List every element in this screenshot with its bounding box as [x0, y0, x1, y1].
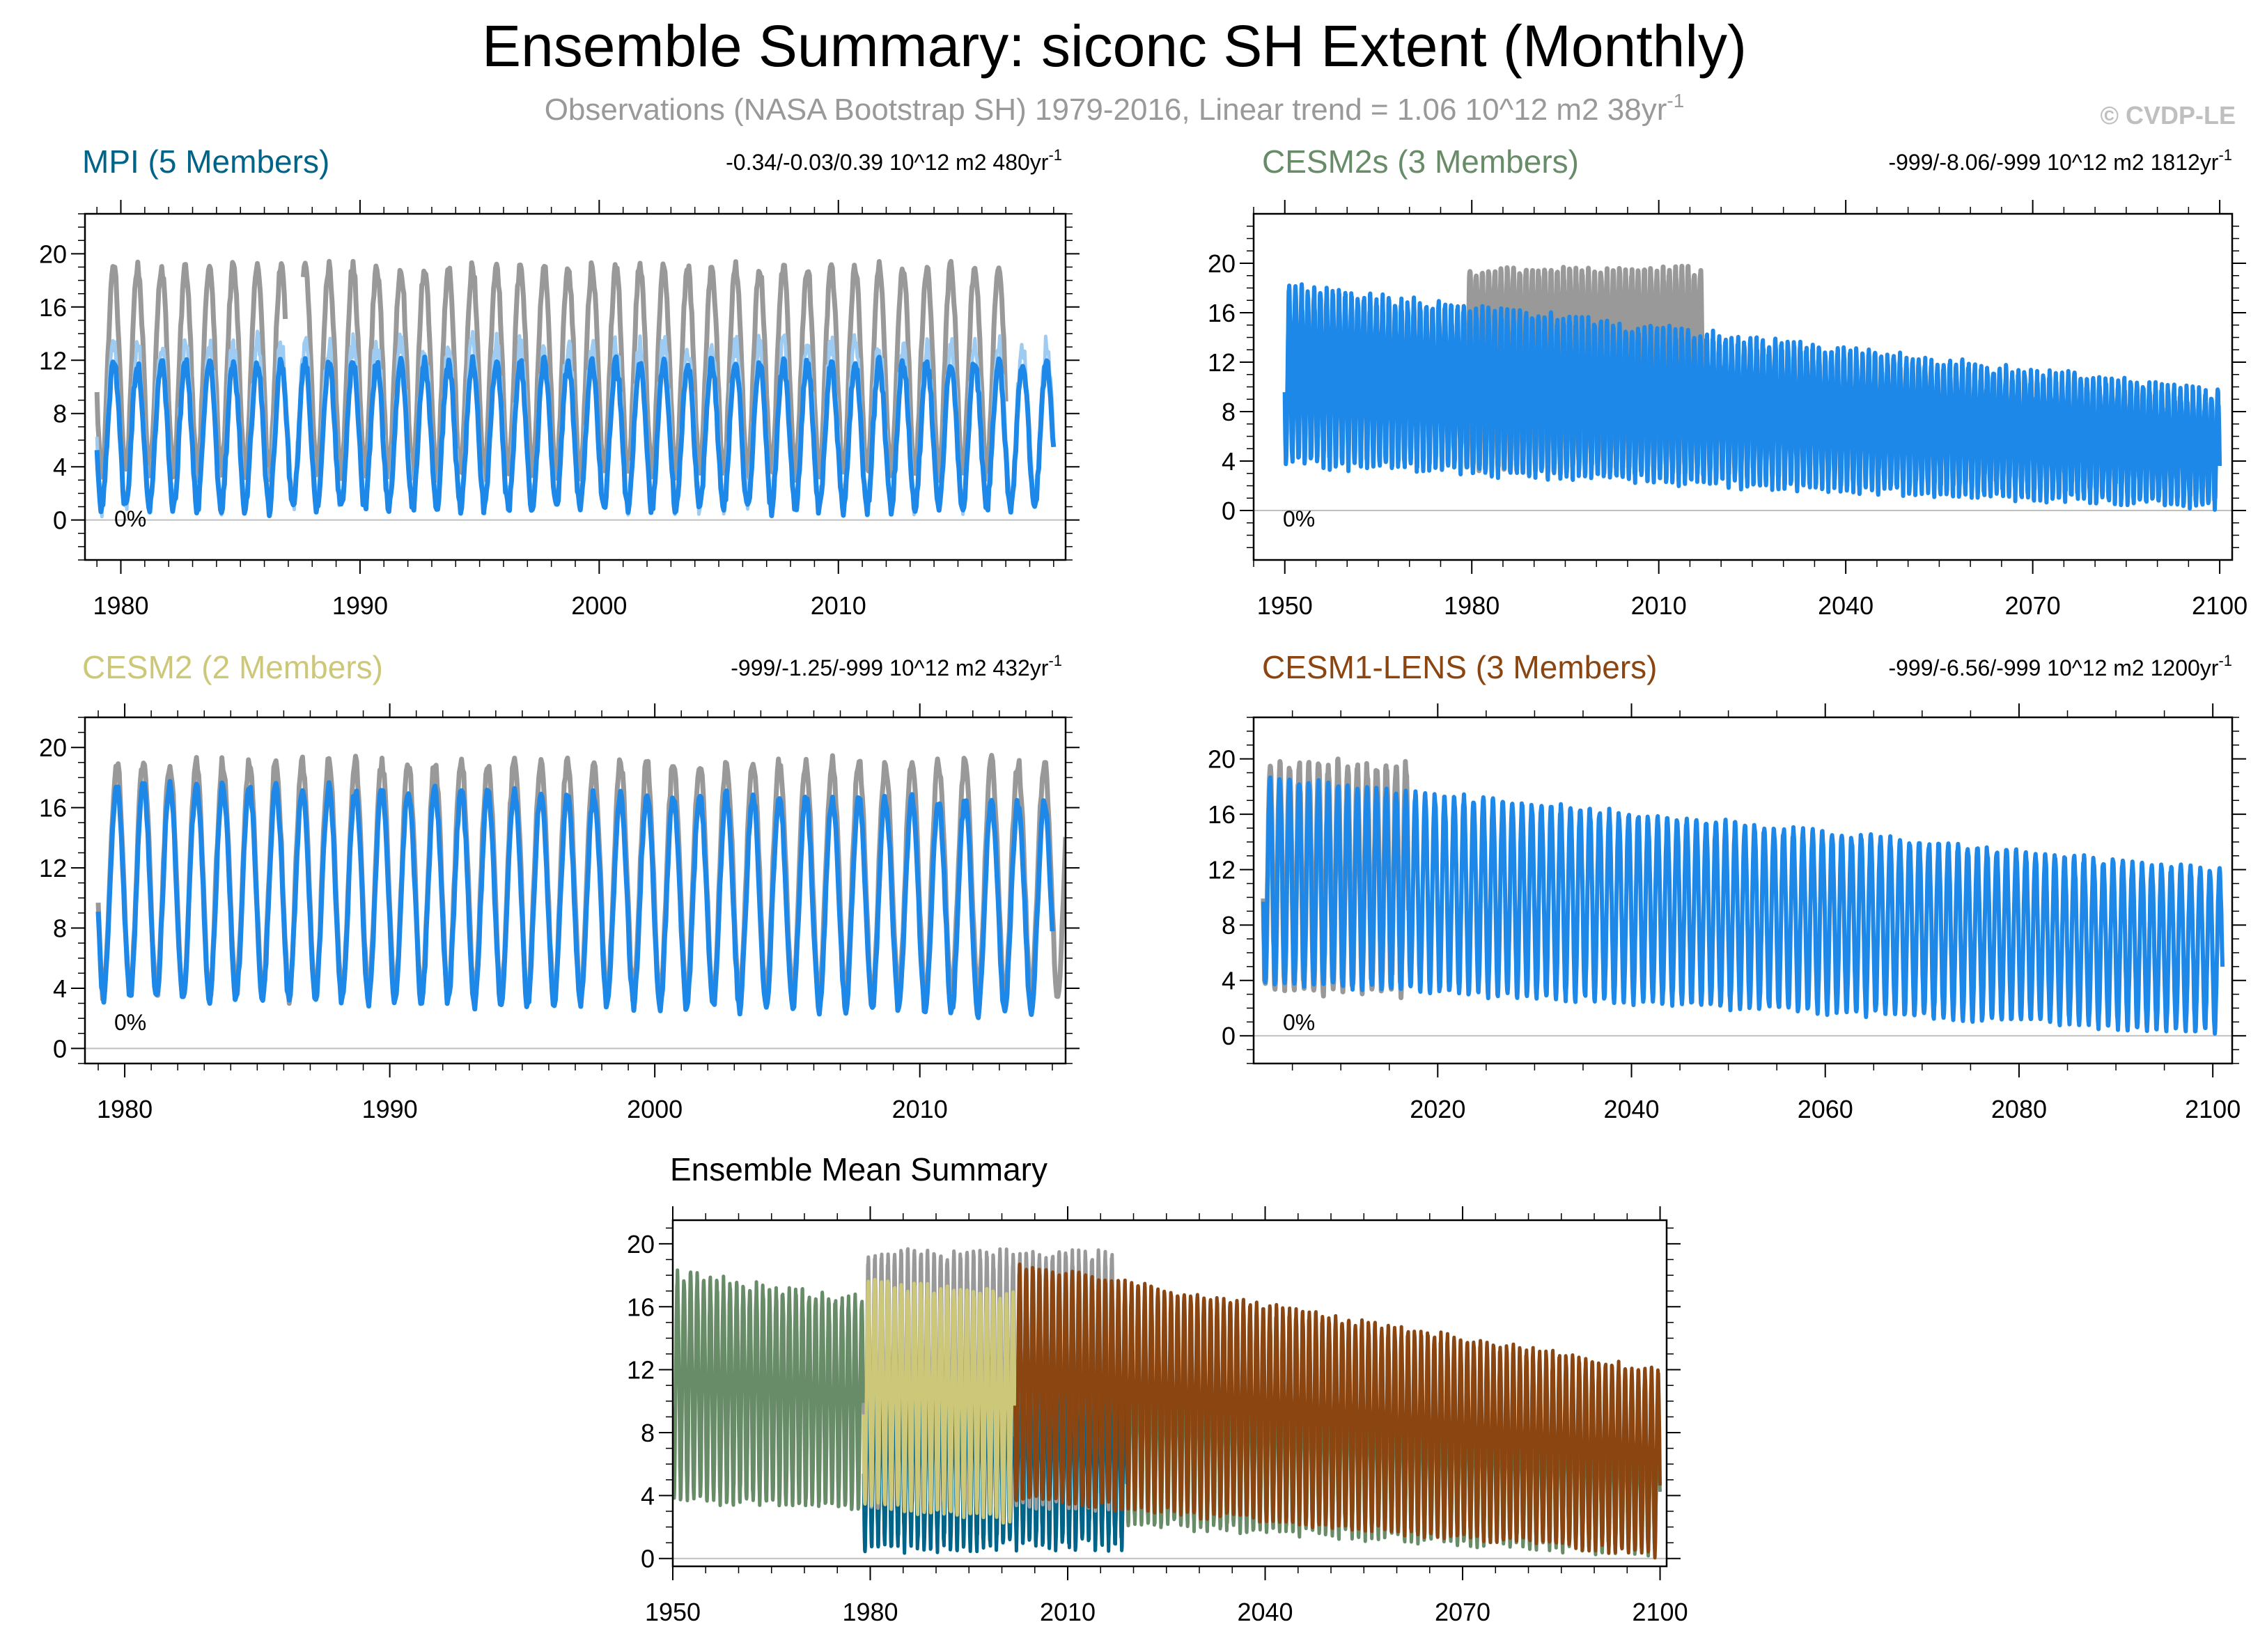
y-tick-label: 20	[39, 733, 67, 762]
x-tick-label: 2060	[1798, 1095, 1853, 1123]
x-tick-label: 1950	[1257, 591, 1313, 620]
panel-title: MPI (5 Members)	[82, 143, 329, 180]
y-tick-label: 4	[53, 974, 67, 1003]
panel-cesm2s: CESM2s (3 Members) -999/-8.06/-999 10^12 …	[1208, 143, 2247, 620]
y-tick-label: 12	[627, 1356, 655, 1385]
x-tick-label: 1990	[332, 591, 388, 620]
panel-title: CESM2s (3 Members)	[1262, 143, 1579, 180]
panel-ensemble-mean: Ensemble Mean Summary 0 4 8 12 16 20 1950 1980 20…	[627, 1151, 1688, 1626]
y-tick-label: 20	[1208, 249, 1236, 278]
x-tick-label: 1950	[645, 1598, 701, 1626]
x-tick-label: 2040	[1237, 1598, 1293, 1626]
data-series-group	[95, 753, 1066, 1020]
y-tick-label: 4	[1222, 967, 1236, 995]
plot-frame	[671, 1219, 1668, 1568]
data-series-group	[673, 1247, 1662, 1560]
panel-stat: -999/-6.56/-999 10^12 m2 1200yr-1	[1888, 652, 2232, 680]
x-tick-label: 2040	[1603, 1095, 1659, 1123]
y-tick-label: 4	[641, 1481, 655, 1510]
percent-label: 0%	[1283, 506, 1315, 531]
y-tick-label: 0	[641, 1545, 655, 1573]
y-tick-label: 16	[39, 794, 67, 823]
series-ensemble-mean	[94, 354, 1057, 518]
series-cesm1-lens	[1013, 1262, 1662, 1560]
plot-frame	[1252, 716, 2234, 1065]
y-tick-label: 0	[53, 506, 67, 535]
y-tick-label: 8	[53, 914, 67, 943]
y-tick-label: 16	[39, 293, 67, 322]
x-tick-label: 2100	[2192, 591, 2247, 620]
y-tick-label: 0	[53, 1034, 67, 1063]
percent-label: 0%	[114, 506, 146, 531]
figure-title: Ensemble Summary: siconc SH Extent (Mont…	[482, 13, 1747, 79]
y-tick-label: 8	[641, 1419, 655, 1447]
y-tick-label: 16	[1208, 299, 1236, 327]
y-tick-label: 0	[1222, 497, 1236, 525]
panel-mpi: MPI (5 Members) -0.34/-0.03/0.39 10^12 m2…	[39, 143, 1080, 620]
x-tick-label: 1980	[93, 591, 148, 620]
panel-title: CESM2 (2 Members)	[82, 649, 383, 685]
y-tick-label: 12	[1208, 348, 1236, 377]
x-tick-label: 2010	[1040, 1598, 1096, 1626]
series-ensemble-mean	[1282, 282, 2222, 512]
y-tick-label: 20	[627, 1230, 655, 1259]
subtitle-main: Observations (NASA Bootstrap SH) 1979-20…	[545, 93, 1667, 127]
panel-cesm2: CESM2 (2 Members) -999/-1.25/-999 10^12 m…	[39, 649, 1080, 1123]
x-tick-label: 2000	[571, 591, 627, 620]
x-tick-label: 2040	[1818, 591, 1873, 620]
y-tick-label: 8	[1222, 398, 1236, 426]
x-tick-label: 2100	[2185, 1095, 2241, 1123]
x-tick-label: 1990	[362, 1095, 418, 1123]
y-tick-label: 16	[1208, 800, 1236, 829]
panel-stat: -999/-8.06/-999 10^12 m2 1812yr-1	[1888, 146, 2232, 175]
x-tick-label: 2020	[1410, 1095, 1465, 1123]
x-tick-label: 2070	[2005, 591, 2061, 620]
percent-label: 0%	[114, 1010, 146, 1035]
y-tick-label: 16	[627, 1293, 655, 1321]
x-tick-label: 1980	[842, 1598, 898, 1626]
y-tick-label: 20	[1208, 745, 1236, 774]
y-tick-label: 4	[1222, 447, 1236, 476]
x-tick-label: 2000	[627, 1095, 683, 1123]
x-tick-label: 1980	[97, 1095, 153, 1123]
percent-label: 0%	[1283, 1010, 1315, 1035]
series-ensemble-mean	[95, 779, 1055, 1020]
y-tick-label: 0	[1222, 1022, 1236, 1050]
panel-stat: -999/-1.25/-999 10^12 m2 432yr-1	[731, 652, 1062, 680]
x-tick-label: 2070	[1435, 1598, 1490, 1626]
data-series-group	[1282, 263, 2222, 512]
panel-title: CESM1-LENS (3 Members)	[1262, 649, 1657, 685]
panel-cesm1-lens: CESM1-LENS (3 Members) -999/-6.56/-999 10…	[1208, 649, 2246, 1123]
y-tick-label: 4	[53, 453, 67, 481]
y-tick-label: 8	[53, 400, 67, 428]
y-tick-label: 12	[39, 854, 67, 882]
y-tick-label: 8	[1222, 911, 1236, 940]
x-tick-label: 2010	[1631, 591, 1687, 620]
watermark: © CVDP-LE	[2100, 101, 2236, 130]
y-tick-label: 20	[39, 240, 67, 268]
series-cesm2	[862, 1277, 1017, 1525]
data-series-group	[94, 258, 1057, 519]
panel-stat: -0.34/-0.03/0.39 10^12 m2 480yr-1	[726, 146, 1062, 175]
x-tick-label: 2010	[811, 591, 866, 620]
y-tick-label: 12	[1208, 856, 1236, 885]
subtitle-sup: -1	[1667, 90, 1684, 111]
series-ensemble-mean	[1261, 775, 2225, 1036]
x-tick-label: 1980	[1444, 591, 1499, 620]
x-tick-label: 2080	[1991, 1095, 2047, 1123]
figure-subtitle: Observations (NASA Bootstrap SH) 1979-20…	[545, 90, 1685, 127]
data-series-group	[1261, 756, 2225, 1036]
x-tick-label: 2100	[1633, 1598, 1688, 1626]
y-tick-label: 12	[39, 346, 67, 375]
x-tick-label: 2010	[892, 1095, 948, 1123]
panel-title: Ensemble Mean Summary	[670, 1151, 1047, 1187]
